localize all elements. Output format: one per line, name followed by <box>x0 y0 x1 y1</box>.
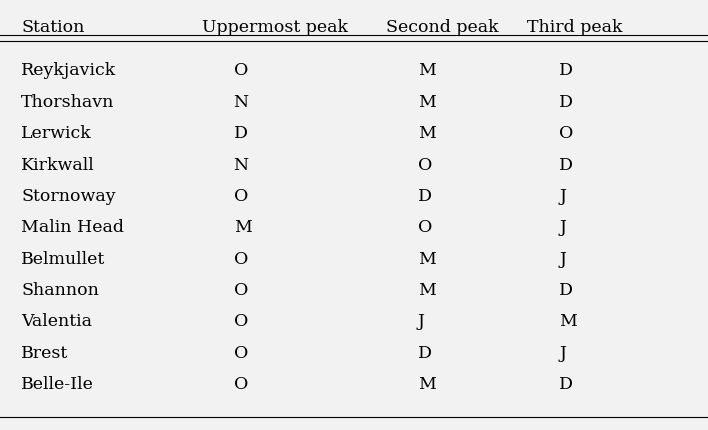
Text: Shannon: Shannon <box>21 282 99 299</box>
Text: Belle-Ile: Belle-Ile <box>21 376 94 393</box>
Text: D: D <box>559 62 573 80</box>
Text: M: M <box>418 376 435 393</box>
Text: Brest: Brest <box>21 345 69 362</box>
Text: O: O <box>234 345 248 362</box>
Text: D: D <box>559 157 573 174</box>
Text: N: N <box>234 94 249 111</box>
Text: Second peak: Second peak <box>386 19 498 37</box>
Text: Lerwick: Lerwick <box>21 125 92 142</box>
Text: D: D <box>559 376 573 393</box>
Text: Malin Head: Malin Head <box>21 219 124 237</box>
Text: Third peak: Third peak <box>527 19 623 37</box>
Text: D: D <box>418 345 432 362</box>
Text: M: M <box>418 251 435 268</box>
Text: D: D <box>234 125 248 142</box>
Text: M: M <box>234 219 251 237</box>
Text: Stornoway: Stornoway <box>21 188 116 205</box>
Text: M: M <box>418 62 435 80</box>
Text: Valentia: Valentia <box>21 313 92 331</box>
Text: Reykjavick: Reykjavick <box>21 62 117 80</box>
Text: Belmullet: Belmullet <box>21 251 105 268</box>
Text: Station: Station <box>21 19 85 37</box>
Text: J: J <box>559 219 566 237</box>
Text: N: N <box>234 157 249 174</box>
Text: J: J <box>418 313 425 331</box>
Text: O: O <box>234 62 248 80</box>
Text: J: J <box>559 251 566 268</box>
Text: M: M <box>418 282 435 299</box>
Text: O: O <box>559 125 573 142</box>
Text: O: O <box>234 376 248 393</box>
Text: M: M <box>418 94 435 111</box>
Text: O: O <box>234 251 248 268</box>
Text: Thorshavn: Thorshavn <box>21 94 115 111</box>
Text: O: O <box>418 157 432 174</box>
Text: M: M <box>418 125 435 142</box>
Text: O: O <box>234 188 248 205</box>
Text: Uppermost peak: Uppermost peak <box>202 19 348 37</box>
Text: Kirkwall: Kirkwall <box>21 157 95 174</box>
Text: O: O <box>234 313 248 331</box>
Text: J: J <box>559 345 566 362</box>
Text: D: D <box>559 94 573 111</box>
Text: D: D <box>559 282 573 299</box>
Text: J: J <box>559 188 566 205</box>
Text: M: M <box>559 313 577 331</box>
Text: D: D <box>418 188 432 205</box>
Text: O: O <box>418 219 432 237</box>
Text: O: O <box>234 282 248 299</box>
